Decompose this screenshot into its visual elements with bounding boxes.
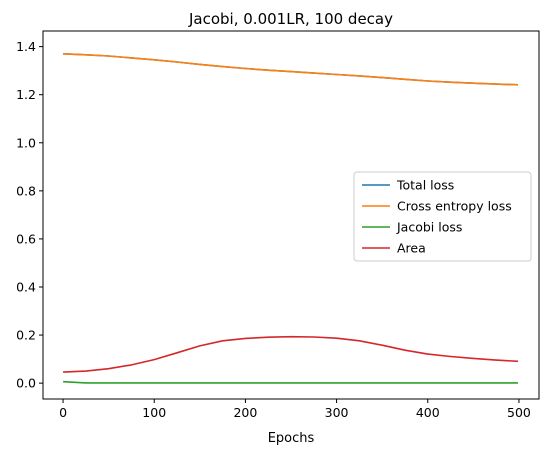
legend-label-area: Area bbox=[397, 241, 426, 256]
series-line-area bbox=[63, 335, 519, 373]
y-tick-label: 1.4 bbox=[16, 39, 36, 54]
x-tick-label: 300 bbox=[325, 405, 349, 420]
y-tick-label: 0.4 bbox=[16, 279, 36, 294]
series-line-cross-entropy-loss bbox=[63, 53, 519, 86]
legend-label-jacobi-loss: Jacobi loss bbox=[396, 220, 462, 235]
legend-label-total-loss: Total loss bbox=[396, 178, 454, 193]
y-tick-label: 0.0 bbox=[16, 376, 36, 391]
y-tick-label: 0.2 bbox=[16, 328, 36, 343]
x-axis-label: Epochs bbox=[268, 431, 315, 446]
plot-frame bbox=[42, 30, 540, 400]
y-tick-label: 0.6 bbox=[16, 231, 36, 246]
legend-label-cross-entropy-loss: Cross entropy loss bbox=[397, 199, 512, 214]
x-tick-label: 200 bbox=[233, 405, 257, 420]
legend-box bbox=[353, 171, 532, 262]
series-line-jacobi-loss bbox=[63, 380, 518, 384]
x-tick-label: 100 bbox=[142, 405, 166, 420]
x-tick-label: 0 bbox=[59, 405, 67, 420]
y-tick-label: 0.8 bbox=[16, 183, 36, 198]
x-tick-label: 500 bbox=[507, 405, 531, 420]
series-layer bbox=[63, 53, 519, 384]
x-tick-label: 400 bbox=[416, 405, 440, 420]
tick-layer: 0 100 200 300 400 500 0.0 0.2 0.4 0.6 0.8 1.0 1.2 1.4 bbox=[16, 39, 531, 420]
y-tick-label: 1.0 bbox=[16, 135, 36, 150]
legend: Total loss Cross entropy loss Jacobi loss A… bbox=[353, 171, 532, 262]
y-tick-label: 1.2 bbox=[16, 87, 36, 102]
chart-title: Jacobi, 0.001LR, 100 decay bbox=[188, 10, 393, 28]
